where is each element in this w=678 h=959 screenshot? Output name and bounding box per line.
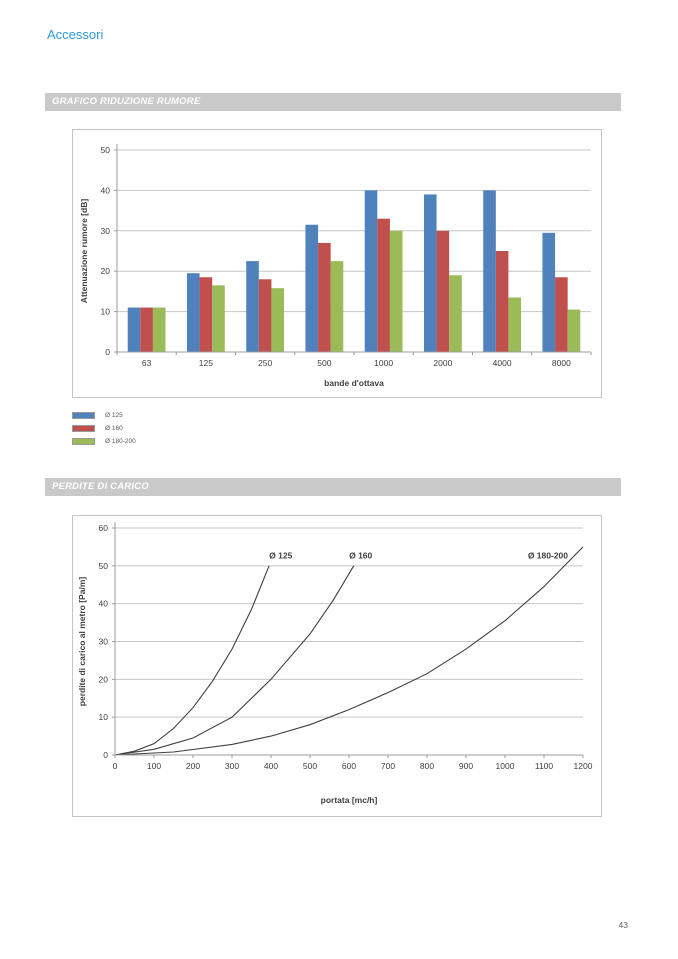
bar — [364, 190, 378, 352]
legend-swatch-blue — [72, 412, 95, 419]
x-tick-label: 200 — [186, 761, 200, 771]
x-tick-label: 300 — [225, 761, 239, 771]
bar — [389, 230, 403, 352]
y-axis-title: Attenuazione rumore [dB] — [79, 199, 89, 304]
x-tick-label: 0 — [113, 761, 118, 771]
x-tick-label: 400 — [264, 761, 278, 771]
bar — [271, 288, 285, 352]
category-label: 250 — [258, 358, 272, 368]
y-tick-label: 30 — [99, 637, 109, 647]
x-tick-label: 900 — [459, 761, 473, 771]
x-tick-label: 500 — [303, 761, 317, 771]
curve-label: Ø 160 — [349, 550, 372, 560]
bar — [377, 218, 390, 352]
x-axis-title: portata [mc/h] — [321, 795, 378, 805]
bar — [542, 232, 556, 352]
y-tick-label: 20 — [101, 266, 111, 276]
y-tick-label: 0 — [105, 347, 110, 357]
x-tick-label: 800 — [420, 761, 434, 771]
y-tick-label: 0 — [103, 750, 108, 760]
category-label: 500 — [317, 358, 331, 368]
bar — [483, 190, 496, 352]
bar — [140, 307, 153, 352]
y-tick-label: 50 — [99, 561, 109, 571]
bar — [423, 194, 437, 352]
y-tick-label: 40 — [99, 599, 109, 609]
bar — [305, 224, 319, 352]
y-tick-label: 60 — [99, 523, 109, 533]
legend-swatch-red — [72, 425, 95, 432]
y-axis-title: perdite di carico al metro [Pa/m] — [77, 577, 87, 707]
y-tick-label: 50 — [101, 145, 111, 155]
bar — [567, 309, 581, 352]
bars — [127, 190, 581, 352]
section-title-noise-reduction: GRAFICO RIDUZIONE RUMORE — [45, 93, 621, 111]
curve-label: Ø 125 — [269, 550, 292, 560]
bar — [318, 242, 331, 352]
x-tick-label: 600 — [342, 761, 356, 771]
section-title-pressure-loss: PERDITE DI CARICO — [45, 478, 621, 496]
x-tick-label: 100 — [147, 761, 161, 771]
bar — [127, 307, 141, 352]
bar — [449, 275, 462, 352]
curve — [114, 546, 584, 756]
legend-label: Ø 125 — [105, 412, 123, 419]
bar — [199, 277, 213, 352]
bar-chart-legend: Ø 125 Ø 160 Ø 180-200 — [72, 412, 136, 451]
x-tick-label: 1000 — [496, 761, 515, 771]
y-tick-label: 20 — [99, 674, 109, 684]
legend-item: Ø 160 — [72, 425, 136, 432]
legend-swatch-green — [72, 438, 95, 445]
bar — [436, 230, 450, 352]
y-tick-label: 10 — [101, 307, 111, 317]
x-tick-label: 1200 — [574, 761, 593, 771]
bar — [152, 307, 166, 352]
noise-bar-chart-box: 0 10 20 30 40 50 63 125 250 500 1000 2000 4000 8000 ba… — [72, 129, 602, 398]
curve — [114, 565, 355, 756]
bar — [330, 261, 344, 352]
category-label: 8000 — [552, 358, 571, 368]
y-tick-label: 10 — [99, 712, 109, 722]
gridlines — [115, 527, 583, 718]
bar — [186, 273, 200, 352]
y-tick-label: 40 — [101, 185, 111, 195]
x-axis-title: bande d'ottava — [324, 378, 384, 388]
curve — [114, 565, 270, 756]
y-tick-label: 30 — [101, 226, 111, 236]
bar — [495, 251, 509, 352]
noise-bar-chart: 0 10 20 30 40 50 63 125 250 500 1000 2000 4000 8000 ba… — [79, 144, 592, 388]
legend-label: Ø 160 — [105, 425, 123, 432]
legend-item: Ø 180-200 — [72, 438, 136, 445]
page-header: Accessori — [47, 27, 104, 42]
category-label: 125 — [199, 358, 213, 368]
category-label: 2000 — [433, 358, 452, 368]
category-label: 4000 — [493, 358, 512, 368]
bar — [246, 261, 259, 352]
pressure-line-chart-box: Ø 125 Ø 160 Ø 180-200 0 10 20 30 40 50 60 0 100 200 3… — [72, 515, 602, 817]
bar — [258, 279, 272, 352]
bar — [555, 277, 568, 352]
legend-item: Ø 125 — [72, 412, 136, 419]
legend-label: Ø 180-200 — [105, 438, 136, 445]
curve-label: Ø 180-200 — [528, 550, 568, 560]
x-tick-label: 700 — [381, 761, 395, 771]
category-label: 63 — [142, 358, 152, 368]
bar — [508, 297, 522, 352]
category-label: 1000 — [374, 358, 393, 368]
axes: 0 10 20 30 40 50 63 125 250 500 1000 2000 4000 8000 — [101, 144, 592, 368]
x-tick-label: 1100 — [535, 761, 554, 771]
page-number: 43 — [618, 920, 628, 930]
curves: Ø 125 Ø 160 Ø 180-200 — [114, 546, 584, 756]
bar — [212, 285, 225, 352]
